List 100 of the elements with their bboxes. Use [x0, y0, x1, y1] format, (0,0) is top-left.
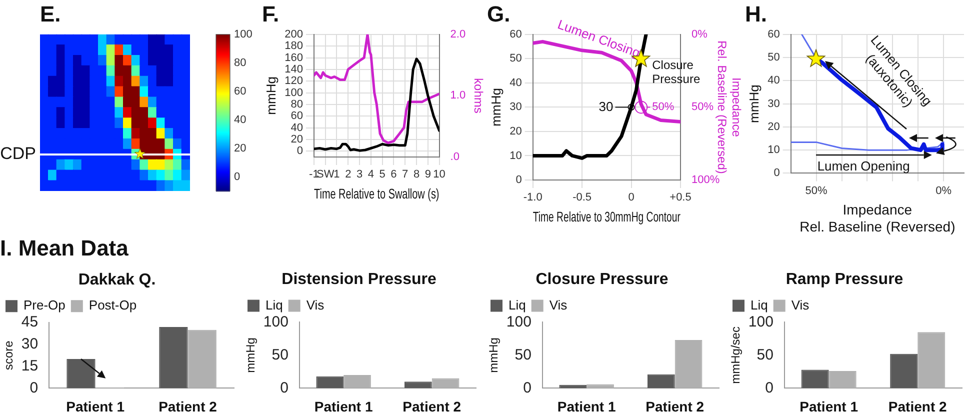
legend-label: Post-Op [88, 298, 137, 313]
y-tick-label: 40 [290, 122, 303, 134]
y-tick-label: 0 [280, 379, 288, 396]
x-tick-label: Patient 2 [888, 398, 947, 414]
bar [890, 354, 918, 388]
chart-title: I. Mean Data [0, 235, 130, 260]
x-tick-label: Patient 1 [66, 398, 125, 414]
x-tick-label: -0.5 [572, 192, 592, 204]
y-tick-label: 50 [272, 346, 288, 364]
y-tick-label: 0 [523, 379, 532, 396]
x-tick-label: Patient 2 [646, 398, 704, 414]
chart-title: Ramp Pressure [786, 271, 904, 288]
x-tick-label: 7 [402, 168, 408, 181]
y-tick-label: 100 [748, 313, 774, 330]
x-tick-label: -1 [309, 168, 319, 181]
y-tick-label: 40 [768, 74, 780, 87]
y-tick-label: 60 [510, 28, 522, 40]
y-tick-label: 20 [510, 126, 522, 138]
x-tick-label: 8 [413, 168, 420, 181]
chart-title: G. [487, 1, 510, 26]
y-tick-label: 45 [21, 314, 38, 331]
legend-label: Liq [508, 297, 526, 312]
y-tick-label: 200 [284, 28, 303, 40]
y-tick-label: 40 [510, 76, 522, 89]
y2-tick-label: 2.0 [450, 28, 466, 40]
x-tick-label: 0% [936, 184, 952, 197]
legend-label: Vis [791, 297, 810, 312]
y-axis-title: mmHg/sec [728, 326, 743, 384]
y2-axis-title: kohms [471, 78, 486, 114]
y-tick-label: 30 [510, 101, 522, 114]
y2-tick-label: .0 [450, 151, 460, 164]
bar [316, 376, 344, 388]
y-tick-label: 50 [768, 52, 780, 64]
x-tick-label: 2 [345, 168, 352, 181]
y2-axis-title: Impedance Rel. Baseline (Reversed) [715, 40, 744, 174]
x-tick-label: 1 [334, 168, 340, 181]
bar [586, 384, 614, 388]
y-tick-label: 100 [284, 86, 303, 99]
legend-label: Vis [306, 297, 325, 312]
x-tick-label: +0.5 [670, 192, 692, 204]
y-tick-label: 30 [768, 98, 780, 110]
x-tick-label: 0 [628, 192, 634, 204]
y2-tick-label: 1.0 [450, 90, 466, 102]
chart-title: F. [262, 1, 280, 26]
y-axis-title: mmHg [746, 84, 762, 123]
annotation: Lumen Opening [817, 158, 910, 174]
y-tick-label: 10 [510, 150, 522, 162]
bar [647, 374, 675, 388]
y-tick-label: CDP [0, 144, 36, 164]
color-bar-label: 40 [234, 114, 246, 126]
y-tick-label: 60 [768, 28, 780, 40]
x-tick-label: 10 [433, 168, 446, 181]
x-tick-label: Patient 1 [557, 398, 616, 414]
y-tick-label: 120 [284, 75, 303, 88]
color-bar-label: 20 [234, 142, 246, 154]
x-tick-label: 50% [805, 184, 828, 197]
y-tick-label: 0 [765, 379, 774, 396]
x-tick-label: 3 [356, 168, 363, 181]
x-tick-label: Patient 2 [158, 398, 218, 414]
x-tick-label: Patient 1 [314, 398, 373, 414]
legend-label: Vis [549, 297, 568, 312]
y2-tick-label: 100% [692, 174, 720, 186]
color-bar-label: 60 [234, 85, 246, 98]
y-tick-label: 100 [263, 313, 288, 330]
x-axis-title: Time Relative to Swallow (s) [314, 186, 440, 202]
color-bar-label: 100 [234, 28, 252, 40]
annotation: 30 [598, 98, 614, 114]
y-tick-label: 15 [21, 357, 38, 374]
y-tick-label: 20 [768, 120, 780, 133]
chart-title: E. [40, 1, 61, 26]
x-tick-label: -1.0 [523, 192, 542, 204]
y-tick-label: 0 [30, 379, 38, 396]
bar [66, 359, 96, 388]
x-tick-label: 9 [424, 168, 431, 181]
chart-title: Closure Pressure [536, 271, 668, 288]
y-tick-label: 80 [290, 98, 303, 110]
color-bar-label: 80 [234, 56, 246, 69]
legend-label: Liq [750, 297, 768, 312]
chart-subtitle: Dakkak Q. [78, 271, 156, 288]
legend-label: Liq [266, 297, 283, 312]
x-axis-title: Time Relative to 30mmHg Contour [532, 208, 680, 225]
x-tick-label: 5 [379, 168, 386, 181]
x-tick-label: Patient 2 [402, 398, 462, 414]
legend-label: Pre-Op [24, 298, 66, 313]
y-axis-title: mmHg [244, 338, 258, 373]
x-axis-title: Impedance Rel. Baseline (Reversed) [800, 202, 956, 234]
y-tick-label: 140 [284, 63, 303, 76]
y-tick-label: 30 [21, 336, 38, 353]
y-tick-label: 160 [284, 52, 303, 64]
y-tick-label: 50 [756, 346, 774, 364]
y-tick-label: 50 [514, 346, 532, 364]
y-tick-label: 0 [296, 145, 303, 158]
bar [828, 371, 856, 388]
bar [188, 330, 216, 388]
y-tick-label: 20 [290, 134, 303, 146]
bar [801, 370, 829, 388]
bar [404, 382, 432, 388]
y-axis-title: mmHg [486, 338, 501, 373]
y-tick-label: 50 [510, 52, 522, 65]
bar [344, 375, 371, 388]
